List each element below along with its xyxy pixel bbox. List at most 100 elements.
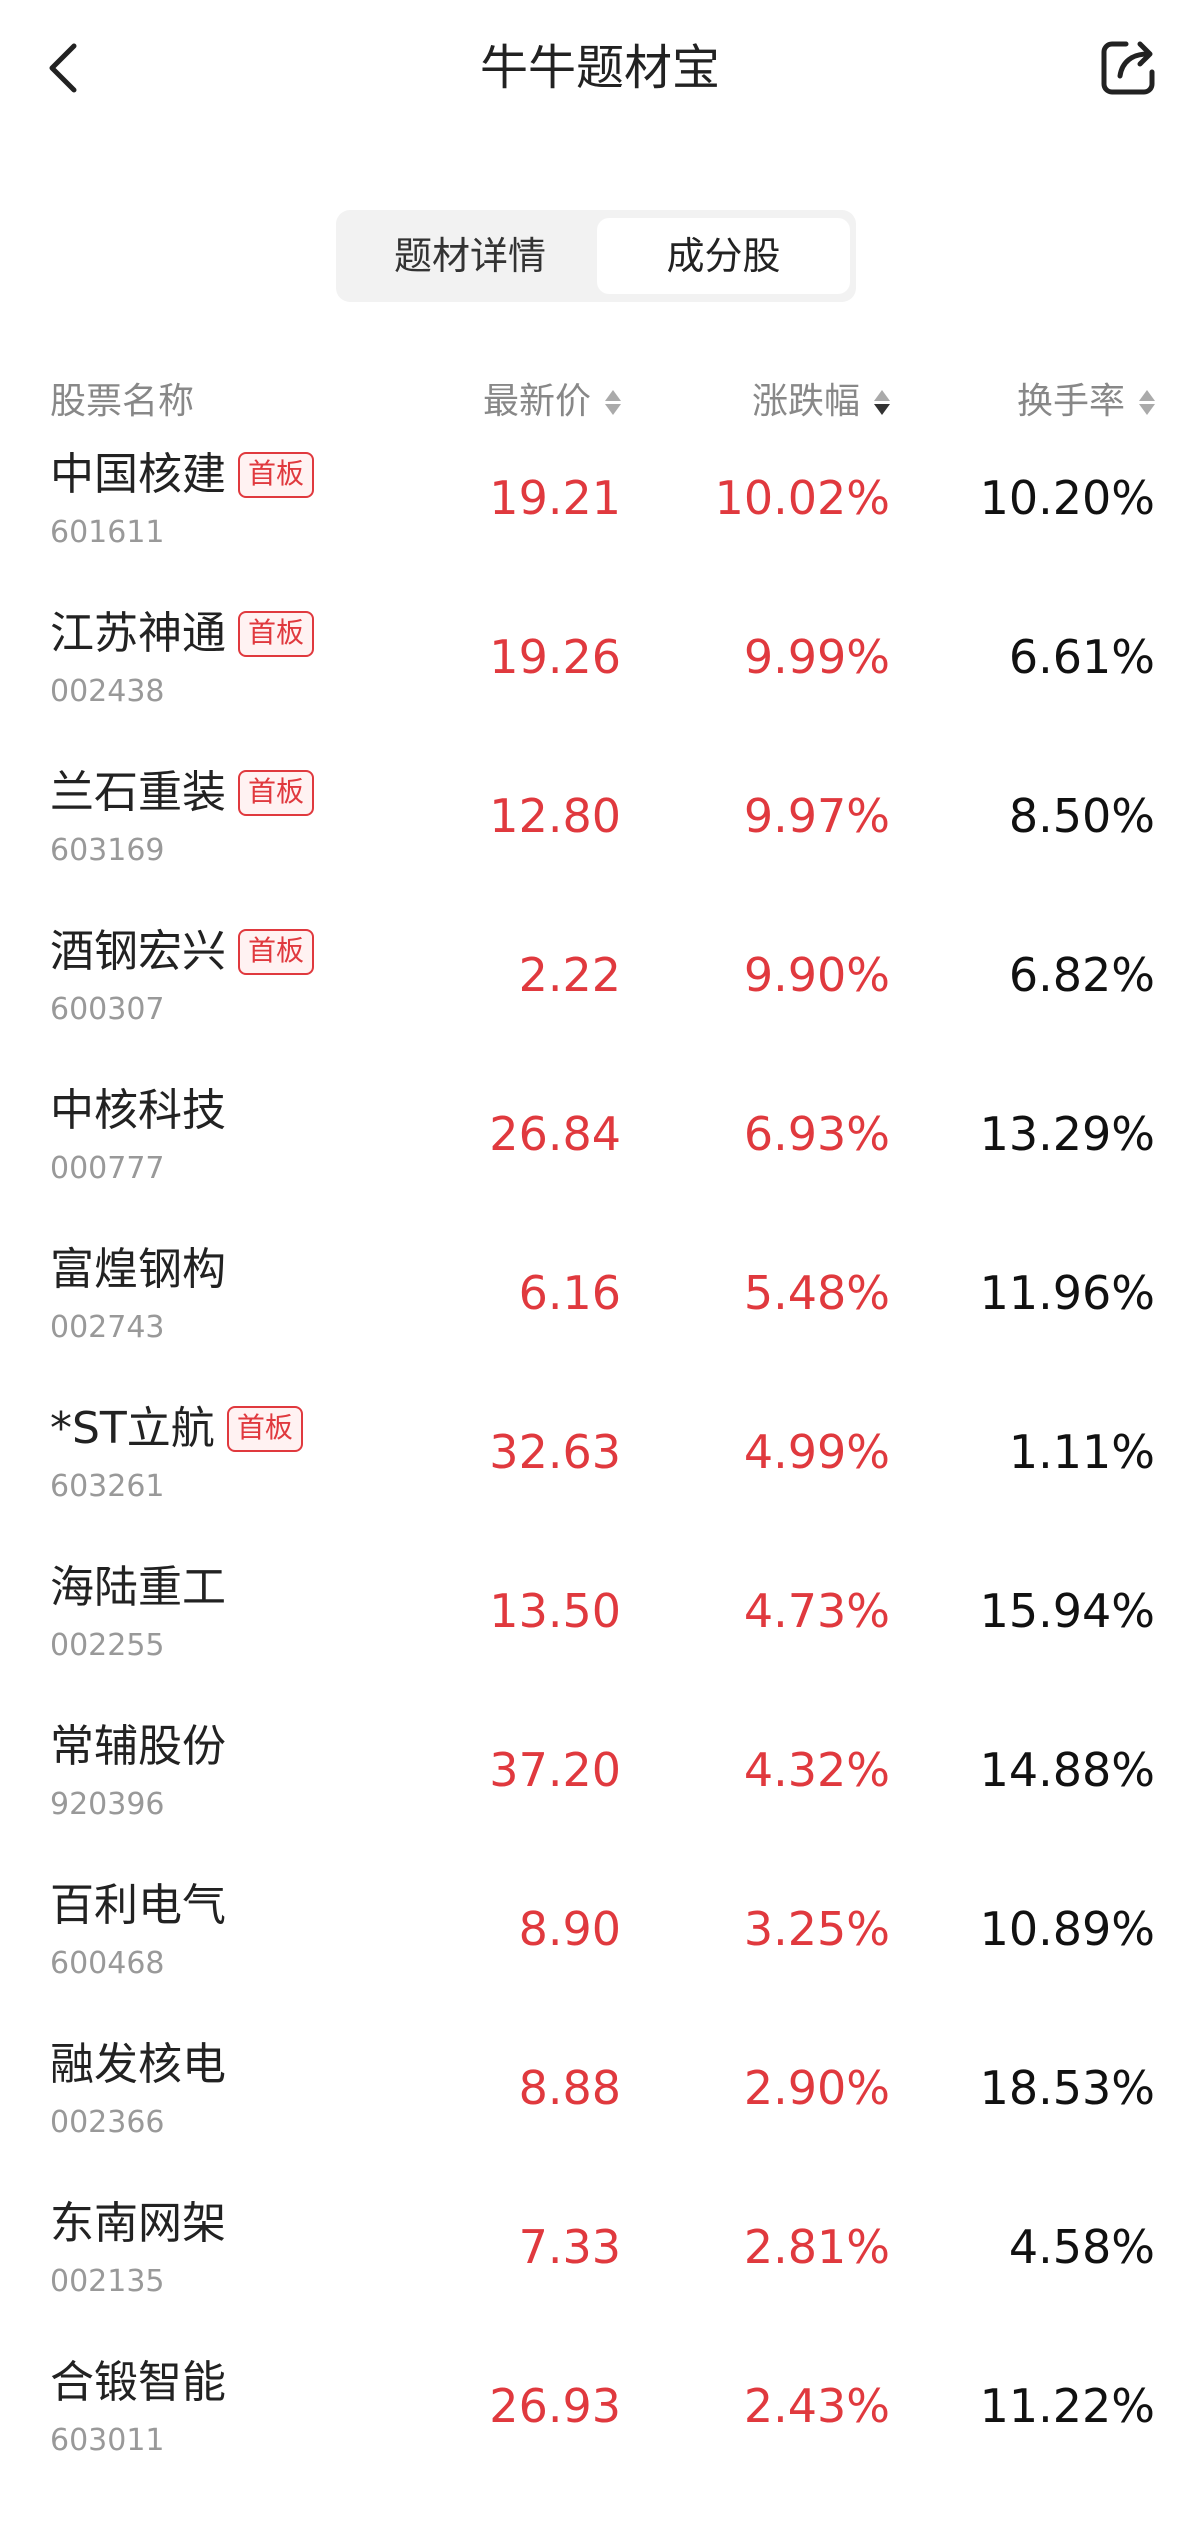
turnover-rate: 1.11% bbox=[1008, 1425, 1155, 1479]
stock-name: 富煌钢构 bbox=[50, 1244, 226, 1295]
turnover-rate: 4.58% bbox=[1008, 2220, 1155, 2274]
column-name-label: 股票名称 bbox=[50, 381, 195, 422]
turnover-rate: 13.29% bbox=[979, 1107, 1155, 1161]
tab-constituent-stocks[interactable]: 成分股 bbox=[597, 218, 850, 294]
turnover-rate: 6.82% bbox=[1008, 948, 1155, 1002]
stock-code: 601611 bbox=[50, 515, 165, 550]
price-change: 9.90% bbox=[743, 948, 890, 1002]
stock-code: 002366 bbox=[50, 2105, 165, 2140]
price-change: 3.25% bbox=[743, 1902, 890, 1956]
latest-price: 37.20 bbox=[489, 1743, 621, 1797]
stock-name-wrap: 中核科技 bbox=[50, 1084, 226, 1138]
sort-descending-icon bbox=[874, 389, 890, 415]
stock-row[interactable]: 兰石重装 首板 603169 12.80 9.97% 8.50% bbox=[0, 736, 1200, 895]
stock-row[interactable]: 酒钢宏兴 首板 600307 2.22 9.90% 6.82% bbox=[0, 895, 1200, 1054]
column-turnover-label: 换手率 bbox=[1016, 381, 1125, 422]
latest-price: 19.26 bbox=[489, 630, 621, 684]
column-header-price[interactable]: 最新价 bbox=[483, 372, 621, 432]
stock-row[interactable]: 百利电气 600468 8.90 3.25% 10.89% bbox=[0, 1849, 1200, 2008]
stock-name-wrap: 合锻智能 bbox=[50, 2356, 226, 2410]
stock-name-wrap: 中国核建 首板 bbox=[50, 448, 315, 502]
first-board-badge: 首板 bbox=[238, 929, 315, 975]
stock-row[interactable]: *ST立航 首板 603261 32.63 4.99% 1.11% bbox=[0, 1372, 1200, 1531]
price-change: 2.81% bbox=[743, 2220, 890, 2274]
price-change: 10.02% bbox=[714, 471, 890, 525]
column-header-name: 股票名称 bbox=[50, 372, 194, 432]
share-icon bbox=[1101, 41, 1155, 95]
stock-name-wrap: 兰石重装 首板 bbox=[50, 766, 315, 820]
stock-name: 江苏神通 bbox=[50, 608, 226, 659]
latest-price: 12.80 bbox=[489, 789, 621, 843]
price-change: 5.48% bbox=[743, 1266, 890, 1320]
share-button[interactable] bbox=[1096, 36, 1160, 100]
stock-name-wrap: 常辅股份 bbox=[50, 1720, 226, 1774]
chevron-left-icon bbox=[49, 43, 77, 93]
turnover-rate: 15.94% bbox=[979, 1584, 1155, 1638]
stock-list: 中国核建 首板 601611 19.21 10.02% 10.20% 江苏神通 首板 00243… bbox=[0, 418, 1200, 2485]
price-change: 2.90% bbox=[743, 2061, 890, 2115]
latest-price: 26.93 bbox=[489, 2379, 621, 2433]
price-change: 2.43% bbox=[743, 2379, 890, 2433]
stock-name: 海陆重工 bbox=[50, 1562, 226, 1613]
table-header: 股票名称 最新价 涨跌幅 换手率 bbox=[0, 372, 1200, 432]
stock-code: 002135 bbox=[50, 2264, 165, 2299]
latest-price: 19.21 bbox=[489, 471, 621, 525]
stock-name: *ST立航 bbox=[50, 1403, 215, 1454]
latest-price: 32.63 bbox=[489, 1425, 621, 1479]
price-change: 6.93% bbox=[743, 1107, 890, 1161]
latest-price: 6.16 bbox=[518, 1266, 621, 1320]
stock-name: 百利电气 bbox=[50, 1880, 226, 1931]
latest-price: 8.88 bbox=[518, 2061, 621, 2115]
stock-code: 600468 bbox=[50, 1946, 165, 1981]
column-header-turnover[interactable]: 换手率 bbox=[1017, 372, 1155, 432]
column-header-change[interactable]: 涨跌幅 bbox=[752, 372, 890, 432]
price-change: 4.73% bbox=[743, 1584, 890, 1638]
stock-code: 002438 bbox=[50, 674, 165, 709]
price-change: 9.99% bbox=[743, 630, 890, 684]
stock-name-wrap: 海陆重工 bbox=[50, 1561, 226, 1615]
stock-name-wrap: 东南网架 bbox=[50, 2197, 226, 2251]
first-board-badge: 首板 bbox=[238, 770, 315, 816]
stock-name: 中核科技 bbox=[50, 1085, 226, 1136]
turnover-rate: 10.89% bbox=[979, 1902, 1155, 1956]
sort-icon bbox=[1139, 389, 1155, 415]
latest-price: 2.22 bbox=[518, 948, 621, 1002]
turnover-rate: 8.50% bbox=[1008, 789, 1155, 843]
turnover-rate: 14.88% bbox=[979, 1743, 1155, 1797]
stock-name: 中国核建 bbox=[50, 449, 226, 500]
stock-row[interactable]: 东南网架 002135 7.33 2.81% 4.58% bbox=[0, 2167, 1200, 2326]
page-title: 牛牛题材宝 bbox=[479, 40, 720, 96]
stock-code: 000777 bbox=[50, 1151, 165, 1186]
price-change: 4.32% bbox=[743, 1743, 890, 1797]
stock-name: 合锻智能 bbox=[50, 2357, 226, 2408]
turnover-rate: 6.61% bbox=[1008, 630, 1155, 684]
turnover-rate: 10.20% bbox=[979, 471, 1155, 525]
column-change-label: 涨跌幅 bbox=[751, 381, 860, 422]
stock-name-wrap: 融发核电 bbox=[50, 2038, 226, 2092]
latest-price: 8.90 bbox=[518, 1902, 621, 1956]
first-board-badge: 首板 bbox=[238, 452, 315, 498]
stock-code: 603011 bbox=[50, 2423, 165, 2458]
stock-name: 融发核电 bbox=[50, 2039, 226, 2090]
stock-row[interactable]: 中核科技 000777 26.84 6.93% 13.29% bbox=[0, 1054, 1200, 1213]
stock-code: 002743 bbox=[50, 1310, 165, 1345]
stock-row[interactable]: 海陆重工 002255 13.50 4.73% 15.94% bbox=[0, 1531, 1200, 1690]
stock-name-wrap: 百利电气 bbox=[50, 1879, 226, 1933]
stock-row[interactable]: 富煌钢构 002743 6.16 5.48% 11.96% bbox=[0, 1213, 1200, 1372]
stock-row[interactable]: 常辅股份 920396 37.20 4.32% 14.88% bbox=[0, 1690, 1200, 1849]
stock-row[interactable]: 融发核电 002366 8.88 2.90% 18.53% bbox=[0, 2008, 1200, 2167]
stock-name: 东南网架 bbox=[50, 2198, 226, 2249]
stock-row[interactable]: 中国核建 首板 601611 19.21 10.02% 10.20% bbox=[0, 418, 1200, 577]
stock-row[interactable]: 江苏神通 首板 002438 19.26 9.99% 6.61% bbox=[0, 577, 1200, 736]
first-board-badge: 首板 bbox=[226, 1406, 303, 1452]
price-change: 4.99% bbox=[743, 1425, 890, 1479]
nav-bar: 牛牛题材宝 bbox=[0, 0, 1200, 134]
turnover-rate: 11.22% bbox=[979, 2379, 1155, 2433]
turnover-rate: 11.96% bbox=[979, 1266, 1155, 1320]
back-button[interactable] bbox=[40, 40, 90, 96]
stock-row[interactable]: 合锻智能 603011 26.93 2.43% 11.22% bbox=[0, 2326, 1200, 2485]
tab-topic-details[interactable]: 题材详情 bbox=[393, 234, 546, 278]
stock-code: 603169 bbox=[50, 833, 165, 868]
latest-price: 7.33 bbox=[518, 2220, 621, 2274]
segmented-control: 题材详情 成分股 bbox=[336, 210, 856, 302]
